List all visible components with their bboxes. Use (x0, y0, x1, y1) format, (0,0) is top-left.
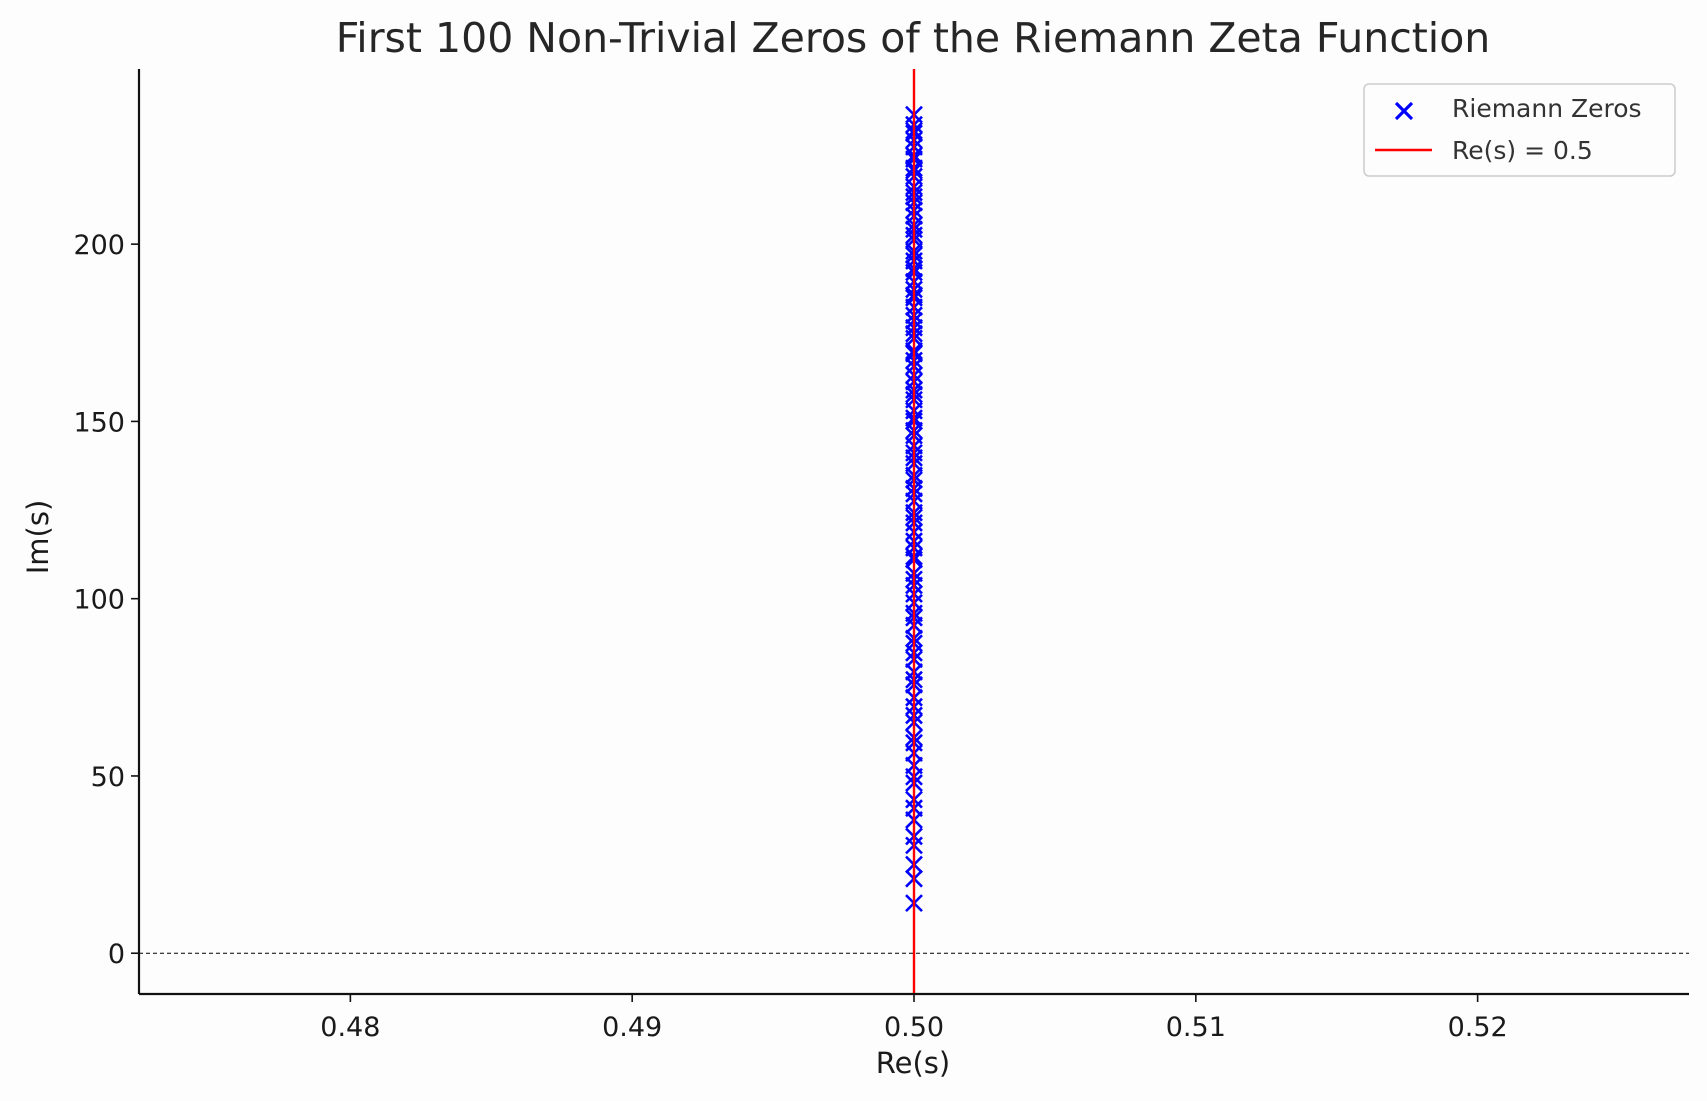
x-tick-label: 0.48 (320, 1012, 380, 1043)
x-tick-label: 0.49 (602, 1012, 662, 1043)
y-tick-label: 100 (73, 585, 125, 616)
y-tick-label: 0 (108, 939, 125, 970)
x-axis-label: Re(s) (876, 1046, 950, 1080)
y-axis-label: Im(s) (21, 500, 55, 575)
x-tick-label: 0.50 (884, 1012, 944, 1043)
y-tick-label: 50 (91, 762, 125, 793)
x-tick-label: 0.51 (1166, 1012, 1226, 1043)
y-axis-ticks: 0 50 100 150 200 (73, 230, 139, 970)
x-axis-ticks: 0.48 0.49 0.50 0.51 0.52 (320, 994, 1508, 1043)
legend-label-vline: Re(s) = 0.5 (1452, 136, 1593, 165)
y-tick-label: 150 (73, 407, 125, 438)
legend-box (1363, 83, 1676, 177)
x-tick-label: 0.52 (1448, 1012, 1508, 1043)
axes (137, 69, 1689, 996)
legend-label-riemann-zeros: Riemann Zeros (1452, 94, 1642, 123)
y-tick-label: 200 (73, 230, 125, 261)
chart-title: First 100 Non-Trivial Zeros of the Riema… (336, 14, 1491, 62)
plot-area (139, 69, 1689, 994)
legend-marker-riemann-zeros (1394, 101, 1414, 121)
legend: Riemann Zeros Re(s) = 0.5 (1363, 83, 1676, 177)
